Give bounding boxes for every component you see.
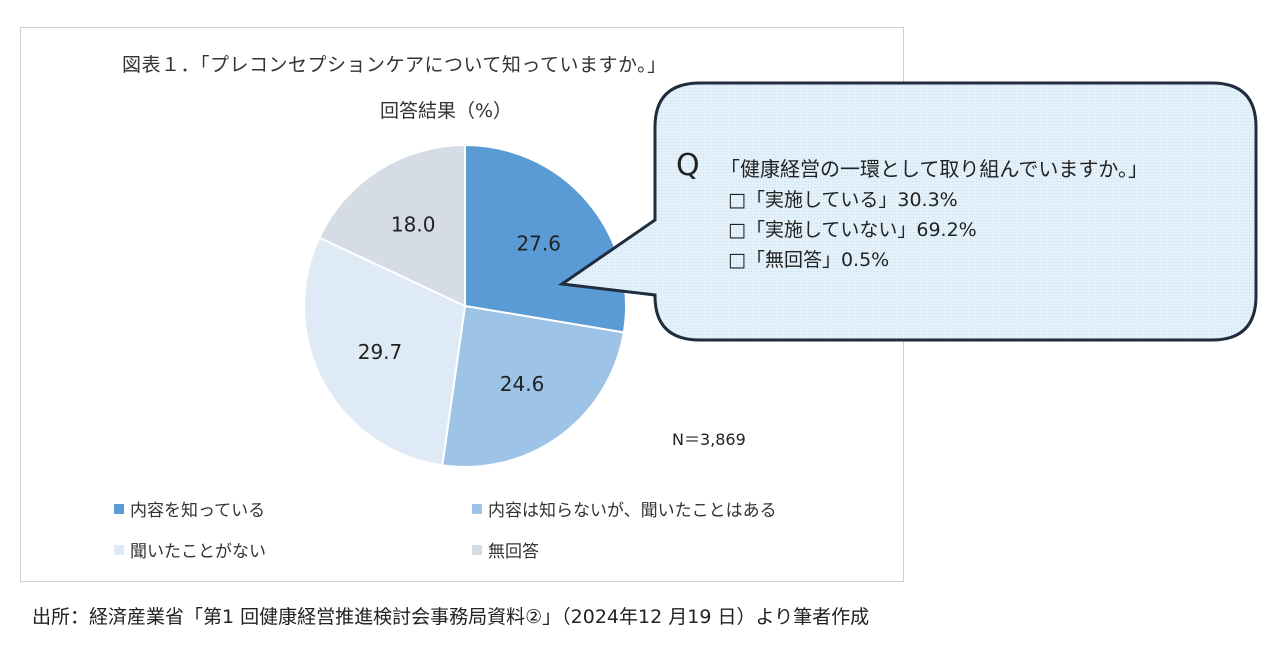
callout-bubble xyxy=(557,81,1258,342)
legend-label: 無回答 xyxy=(488,542,539,562)
callout-option: □「実施していない」69.2% xyxy=(728,219,977,241)
slice-value-label: 24.6 xyxy=(500,372,545,396)
legend-item: 聞いたことがない xyxy=(114,537,266,562)
legend-swatch xyxy=(114,544,124,555)
legend-swatch xyxy=(472,544,482,555)
legend-item: 内容を知っている xyxy=(114,496,265,521)
legend-label: 聞いたことがない xyxy=(130,542,266,562)
slice-value-label: 29.7 xyxy=(358,340,403,364)
legend-swatch xyxy=(114,503,124,514)
chart-subtitle: 回答結果（%） xyxy=(380,100,513,122)
callout-option: □「無回答」0.5% xyxy=(728,249,890,271)
pie-slice xyxy=(303,236,467,467)
legend-label: 内容は知らないが、聞いたことはある xyxy=(488,501,777,521)
source-note: 出所：経済産業省「第1 回健康経営推進検討会事務局資料②」（2024年12 月1… xyxy=(32,606,870,628)
legend-item: 内容は知らないが、聞いたことはある xyxy=(472,496,777,521)
legend-label: 内容を知っている xyxy=(130,501,266,521)
callout-question: 「健康経営の一環として取り組んでいますか。」 xyxy=(720,157,1148,181)
slice-value-label: 27.6 xyxy=(516,232,561,256)
callout-q-mark: Q xyxy=(676,148,700,183)
chart-title: 図表１．「プレコンセプションケアについて知っていますか。」 xyxy=(122,54,667,76)
legend-swatch xyxy=(472,503,482,514)
pie-slice xyxy=(441,304,625,468)
pie-slice xyxy=(317,143,466,308)
slice-value-label: 18.0 xyxy=(391,212,436,236)
callout-option: □「実施している」30.3% xyxy=(728,189,958,211)
sample-size-label: N＝3,869 xyxy=(672,430,746,449)
legend-item: 無回答 xyxy=(472,537,539,562)
